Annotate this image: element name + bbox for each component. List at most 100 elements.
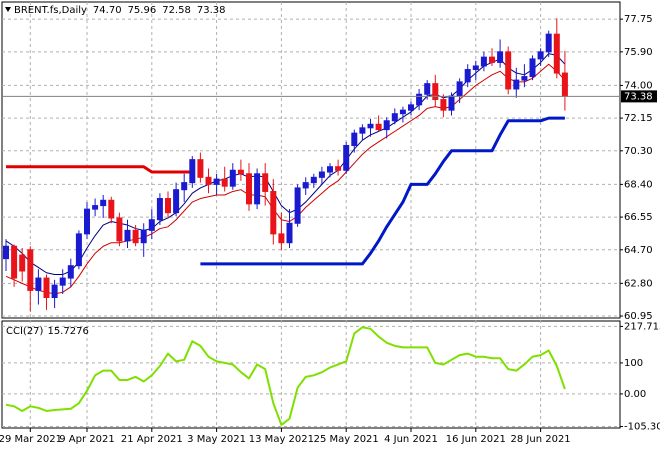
candle-body <box>521 76 528 81</box>
candle-body <box>335 166 342 171</box>
price-frame <box>1 1 621 319</box>
candle-body <box>416 93 423 106</box>
indicator-line <box>5 63 566 295</box>
candle-body <box>327 166 333 173</box>
indicator-line <box>6 165 193 174</box>
y-tick-label: 66.55 <box>624 212 653 223</box>
candle-body <box>399 109 406 115</box>
y-tick-label: 100 <box>624 358 643 369</box>
candle-body <box>424 83 431 95</box>
candle-body <box>173 189 180 214</box>
candle-body <box>27 249 34 291</box>
y-tick-label: 60.95 <box>624 311 653 322</box>
candle-body <box>254 173 261 205</box>
x-tick-label: 9 Apr 2021 <box>59 434 114 445</box>
candle-body <box>294 187 301 224</box>
indicator-name: CCI(27) <box>6 326 44 337</box>
candle-body <box>75 233 82 267</box>
indicator-frame <box>1 320 621 429</box>
candle-body <box>237 169 244 175</box>
candle-body <box>221 178 228 187</box>
ohlc-label: 72.58 <box>162 5 191 16</box>
y-tick-label: -105.308 <box>624 422 660 433</box>
candle-body <box>181 182 188 191</box>
candle-body <box>3 245 9 260</box>
y-tick-label: 62.80 <box>624 278 653 289</box>
y-tick-label: 74.00 <box>624 80 653 91</box>
candle-body <box>108 199 115 219</box>
candle-body <box>561 72 568 97</box>
candle-body <box>367 123 374 129</box>
candle-body <box>213 178 220 185</box>
x-tick-label: 16 Jun 2021 <box>446 434 506 445</box>
candle-body <box>310 176 317 184</box>
current-price-label: 73.38 <box>624 91 653 102</box>
y-tick-label: 68.40 <box>624 179 653 190</box>
y-tick-label: 75.90 <box>624 47 653 58</box>
candle-body <box>497 51 504 63</box>
ohlc-label: 73.38 <box>197 5 226 16</box>
candle-body <box>545 33 552 53</box>
candle-body <box>553 33 560 74</box>
candle-body <box>270 190 277 235</box>
candle-body <box>19 254 26 272</box>
candle-body <box>246 173 252 205</box>
candle-body <box>229 169 236 187</box>
candle-body <box>35 277 42 291</box>
y-tick-label: 72.15 <box>624 113 653 124</box>
y-tick-label: 0.00 <box>624 389 646 400</box>
candle-body <box>391 113 398 122</box>
candle-body <box>489 56 495 63</box>
y-tick-label: 70.30 <box>624 146 653 157</box>
candle-body <box>318 171 325 178</box>
candle-body <box>464 69 471 83</box>
ohlc-label: 75.96 <box>128 5 157 16</box>
x-tick-label: 21 Apr 2021 <box>121 434 183 445</box>
candle-body <box>189 159 196 184</box>
candle-body <box>505 51 512 90</box>
candle-body <box>529 58 536 78</box>
indicator-title: CCI(27) 15.7276 <box>6 326 89 337</box>
candle-body <box>408 104 414 111</box>
x-tick-label: 13 May 2021 <box>249 434 314 445</box>
candle-body <box>472 65 479 71</box>
candle-body <box>359 127 366 134</box>
candle-body <box>67 265 74 279</box>
candle-body <box>278 233 285 244</box>
candle-body <box>11 245 18 279</box>
indicator-line <box>5 53 566 276</box>
candle-body <box>84 208 90 235</box>
x-tick-label: 29 Mar 2021 <box>0 434 62 445</box>
candle-body <box>100 199 107 207</box>
candle-body <box>375 123 382 131</box>
x-tick-label: 3 May 2021 <box>187 434 246 445</box>
indicator-line <box>5 326 566 426</box>
candle-body <box>197 159 204 178</box>
candle-body <box>43 277 50 298</box>
candle-body <box>343 145 350 171</box>
candle-body <box>302 182 309 189</box>
y-tick-label: 64.70 <box>624 245 653 256</box>
candle-body <box>59 277 66 286</box>
candle-body <box>351 132 358 147</box>
candle-body <box>140 229 147 244</box>
candle-body <box>132 229 139 244</box>
candle-body <box>383 120 390 131</box>
candle-body <box>448 95 455 111</box>
ohlc-label: 74.70 <box>93 5 122 16</box>
candle-body <box>513 79 520 90</box>
x-tick-label: 25 May 2021 <box>314 434 379 445</box>
candle-body <box>456 81 463 97</box>
candle-body <box>440 99 447 111</box>
candle-body <box>286 222 293 244</box>
chart-title: BRENT.fs,Daily 74.70 75.96 72.58 73.38 <box>14 5 225 16</box>
candle-body <box>262 173 269 192</box>
candle-body <box>124 229 131 242</box>
x-tick-label: 4 Jun 2021 <box>384 434 438 445</box>
current-price-box <box>621 90 657 103</box>
candle-body <box>432 83 439 101</box>
candle-body <box>148 219 155 231</box>
candle-body <box>92 205 99 210</box>
